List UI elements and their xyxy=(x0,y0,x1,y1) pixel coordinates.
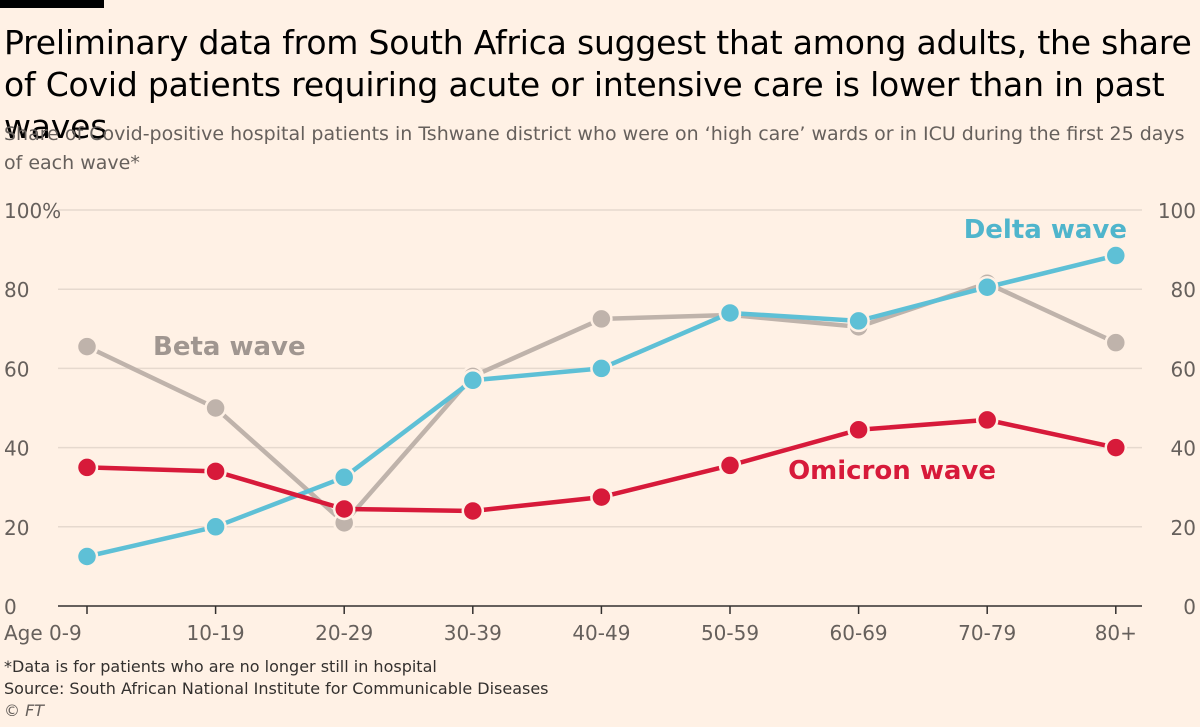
footnote: *Data is for patients who are no longer … xyxy=(4,657,437,676)
series-label-beta: Beta wave xyxy=(153,332,306,362)
data-point xyxy=(590,357,613,380)
x-tick-label: Age 0-9 xyxy=(4,621,82,645)
y-tick-label-left: 100% xyxy=(4,199,61,223)
y-tick-label-left: 0 xyxy=(4,595,17,619)
data-point xyxy=(75,456,99,479)
y-tick-label-right: 60 xyxy=(1171,357,1196,381)
data-point xyxy=(75,545,99,568)
data-point xyxy=(590,307,613,331)
y-axis-left: 0 20 40 60 80 100% xyxy=(4,199,61,619)
y-tick-label-left: 40 xyxy=(4,437,29,461)
data-point xyxy=(847,418,870,442)
y-tick-label-left: 20 xyxy=(4,516,29,540)
series-label-delta: Delta wave xyxy=(964,215,1127,245)
data-point xyxy=(204,396,227,420)
chart-subtitle: Share of Covid-positive hospital patient… xyxy=(4,123,1185,174)
series-labels: Beta wave Delta wave Omicron wave xyxy=(153,215,1127,486)
data-point xyxy=(332,466,356,489)
x-tick-label: 60-69 xyxy=(830,621,888,645)
data-point xyxy=(204,515,227,539)
data-point xyxy=(204,460,227,483)
data-point xyxy=(718,301,742,325)
y-tick-label-left: 60 xyxy=(4,357,29,381)
data-point xyxy=(975,408,999,432)
x-tick-label: 50-59 xyxy=(701,621,759,645)
copyright: © FT xyxy=(4,701,45,720)
x-tick-label: 30-39 xyxy=(444,621,502,645)
x-tick-label: 10-19 xyxy=(187,621,245,645)
chart-title: Preliminary data from South Africa sugge… xyxy=(4,23,1192,146)
y-tick-label-right: 0 xyxy=(1183,595,1196,619)
y-tick-label-right: 20 xyxy=(1171,516,1196,540)
x-tick-label: 20-29 xyxy=(315,621,373,645)
data-point xyxy=(461,369,485,392)
series-label-omicron: Omicron wave xyxy=(788,456,996,486)
data-point xyxy=(1104,244,1128,267)
data-point xyxy=(847,309,870,333)
x-tick-label: 40-49 xyxy=(572,621,630,645)
y-tick-label-right: 80 xyxy=(1171,278,1196,302)
series-delta-wave xyxy=(75,244,1128,568)
ft-top-bar xyxy=(0,0,104,8)
chart-footer: *Data is for patients who are no longer … xyxy=(4,656,549,722)
series-lines xyxy=(75,244,1128,568)
x-tick-label: 70-79 xyxy=(958,621,1016,645)
series-line xyxy=(86,253,1117,559)
x-tick-label: 80+ xyxy=(1095,621,1137,645)
data-point xyxy=(332,497,356,521)
y-tick-label-right: 40 xyxy=(1171,437,1196,461)
data-point xyxy=(975,275,999,299)
y-axis-right: 0 20 40 60 80 100 xyxy=(1158,199,1196,619)
y-tick-label-left: 80 xyxy=(4,278,29,302)
series-omicron-wave xyxy=(75,408,1128,523)
source-note: Source: South African National Institute… xyxy=(4,679,549,698)
y-tick-label-right: 100 xyxy=(1158,199,1196,223)
data-point xyxy=(75,335,99,358)
data-point xyxy=(461,499,485,523)
data-point xyxy=(590,485,613,509)
gridlines xyxy=(58,209,1142,528)
data-point xyxy=(718,454,742,477)
data-point xyxy=(1104,436,1128,459)
data-point xyxy=(1104,331,1128,354)
x-axis: Age 0-9 10-19 20-29 30-39 40-49 50-59 60-69 70-… xyxy=(4,605,1142,645)
